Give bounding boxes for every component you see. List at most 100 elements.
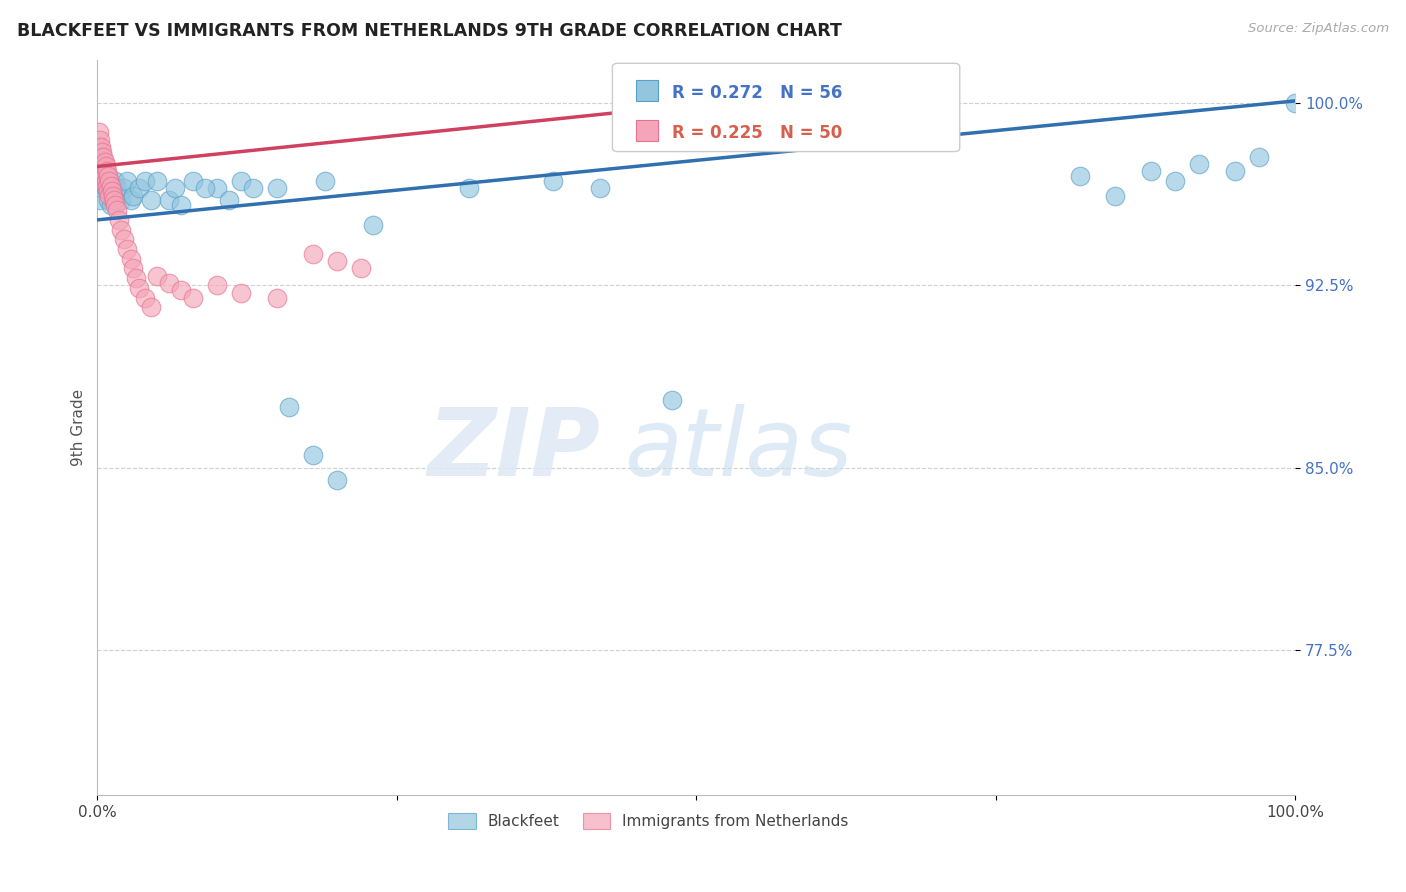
Point [100, 198, 122, 212]
Point [93, 164, 115, 178]
Bar [637, 79, 658, 101]
Point [91, 150, 114, 164]
Point [661, 392, 683, 407]
Point [1140, 164, 1163, 178]
Point [87, 140, 110, 154]
Point [117, 242, 139, 256]
Point [181, 291, 204, 305]
Point [91, 164, 114, 178]
Point [1188, 157, 1211, 171]
Point [91, 174, 114, 188]
Text: ZIP: ZIP [427, 403, 600, 496]
Point [93, 154, 115, 169]
Point [314, 174, 336, 188]
Point [97, 184, 120, 198]
Point [541, 174, 564, 188]
Point [205, 181, 228, 195]
Point [91, 157, 114, 171]
Point [87, 169, 110, 183]
Point [90, 140, 112, 154]
Point [89, 133, 111, 147]
Point [104, 198, 127, 212]
Point [117, 174, 139, 188]
Point [165, 181, 187, 195]
Point [89, 194, 111, 208]
Point [89, 150, 111, 164]
Point [100, 184, 122, 198]
Point [302, 449, 325, 463]
Point [108, 212, 131, 227]
Point [94, 160, 117, 174]
Point [1284, 96, 1306, 111]
Point [108, 188, 131, 202]
Point [278, 400, 301, 414]
Point [91, 164, 114, 178]
Point [266, 291, 288, 305]
Point [91, 145, 114, 159]
Point [157, 194, 180, 208]
Point [229, 285, 252, 300]
Point [89, 164, 111, 178]
Point [457, 181, 479, 195]
Point [266, 181, 288, 195]
Text: R = 0.225   N = 50: R = 0.225 N = 50 [672, 124, 842, 143]
Point [205, 278, 228, 293]
Point [100, 178, 122, 193]
Point [134, 291, 156, 305]
Y-axis label: 9th Grade: 9th Grade [72, 389, 86, 466]
Point [97, 194, 120, 208]
Point [112, 232, 135, 246]
Point [101, 188, 124, 202]
Point [1249, 150, 1271, 164]
Point [90, 174, 112, 188]
Point [242, 181, 264, 195]
Point [90, 157, 112, 171]
Point [93, 169, 115, 183]
Point [194, 181, 217, 195]
Point [302, 247, 325, 261]
Point [1164, 174, 1187, 188]
Legend: Blackfeet, Immigrants from Netherlands: Blackfeet, Immigrants from Netherlands [441, 807, 855, 836]
Point [96, 174, 118, 188]
Text: R = 0.272   N = 56: R = 0.272 N = 56 [672, 84, 842, 102]
Point [146, 174, 169, 188]
Point [96, 164, 118, 178]
Point [112, 181, 135, 195]
Point [170, 198, 193, 212]
Point [350, 261, 373, 276]
Point [97, 169, 120, 183]
Point [103, 194, 125, 208]
Point [1225, 164, 1247, 178]
Point [122, 261, 145, 276]
Point [90, 154, 112, 169]
Point [120, 252, 142, 266]
Point [361, 218, 384, 232]
Point [98, 181, 121, 195]
Point [1104, 188, 1126, 202]
Point [125, 271, 148, 285]
Point [91, 160, 114, 174]
Point [170, 283, 193, 297]
Point [87, 125, 110, 139]
Point [94, 181, 117, 195]
Text: BLACKFEET VS IMMIGRANTS FROM NETHERLANDS 9TH GRADE CORRELATION CHART: BLACKFEET VS IMMIGRANTS FROM NETHERLANDS… [17, 22, 842, 40]
Point [110, 194, 132, 208]
Point [157, 276, 180, 290]
Point [122, 188, 145, 202]
Bar [637, 120, 658, 142]
Point [87, 157, 110, 171]
Point [105, 203, 128, 218]
Point [134, 174, 156, 188]
Point [101, 194, 124, 208]
Point [90, 169, 112, 183]
Point [105, 181, 128, 195]
Point [1069, 169, 1091, 183]
Text: atlas: atlas [624, 404, 852, 495]
Point [91, 181, 114, 195]
Point [128, 281, 150, 295]
Point [141, 300, 163, 314]
Point [218, 194, 240, 208]
Text: Source: ZipAtlas.com: Source: ZipAtlas.com [1249, 22, 1389, 36]
Point [98, 188, 121, 202]
Point [229, 174, 252, 188]
